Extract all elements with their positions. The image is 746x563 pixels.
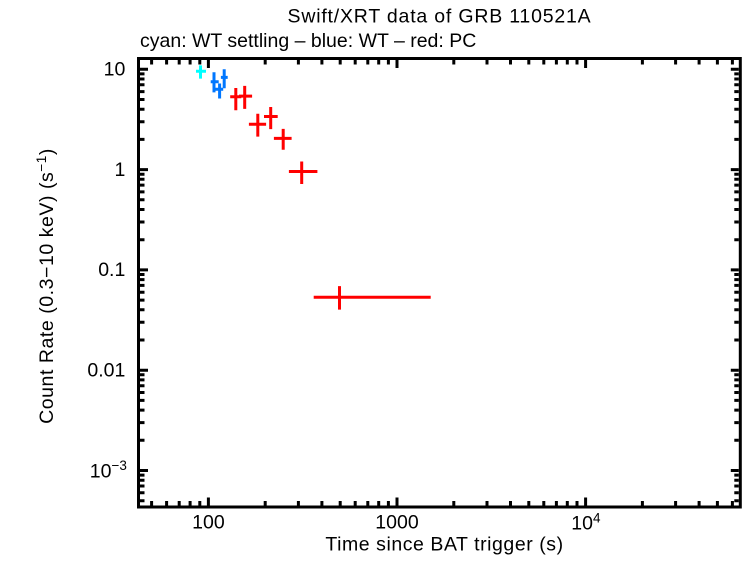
svg-text:Count Rate (0.3−10 keV) (s−1): Count Rate (0.3−10 keV) (s−1) [34,148,58,424]
svg-text:0.1: 0.1 [98,259,125,281]
svg-text:10: 10 [90,461,112,483]
svg-text:cyan: WT settling – blue: WT –: cyan: WT settling – blue: WT – red: PC [140,30,476,52]
svg-text:0.01: 0.01 [87,359,125,381]
svg-text:−3: −3 [112,458,127,473]
svg-text:100: 100 [192,512,225,534]
svg-text:Time since BAT trigger (s): Time since BAT trigger (s) [325,534,563,556]
svg-text:10: 10 [571,513,593,535]
svg-text:Swift/XRT data of GRB 110521A: Swift/XRT data of GRB 110521A [288,6,592,28]
svg-text:1000: 1000 [375,512,419,534]
svg-text:4: 4 [593,511,601,526]
svg-text:1: 1 [114,159,125,181]
svg-text:10: 10 [104,59,126,81]
